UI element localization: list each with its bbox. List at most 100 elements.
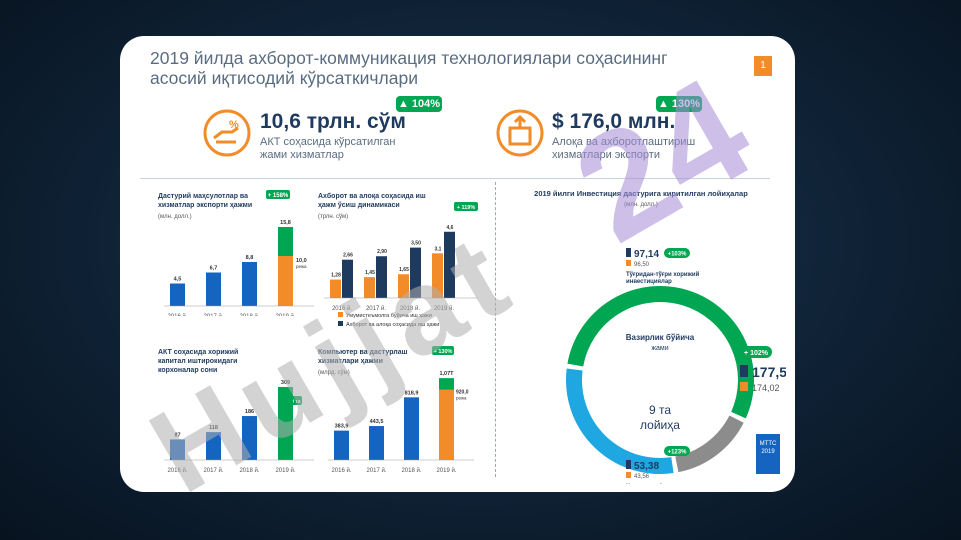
chart4-badge-bg: [432, 346, 454, 355]
donut-center-plan: 174,02: [752, 383, 780, 393]
chart1-plan-label: 10,0: [296, 258, 307, 264]
x-tick-label: 2019 й.: [436, 467, 456, 472]
kpi-services-label-2: жами хизматлар: [260, 149, 344, 161]
segment-plan-swatch: [626, 260, 631, 266]
donut-actual-swatch: [740, 365, 748, 377]
chart1-badge: + 158%: [268, 193, 289, 199]
export-box-icon: [496, 109, 544, 157]
chart3-bar: [206, 432, 221, 460]
kpi-export-value: $ 176,0 млн.: [552, 110, 676, 133]
x-tick-label: 2016 й.: [331, 467, 351, 472]
donut-center-label-1: Вазирлик бўйича: [626, 333, 695, 342]
x-tick-label: 2017 й.: [203, 467, 223, 472]
x-tick-label: 2017 й.: [366, 305, 386, 312]
chart4-badge: + 130%: [434, 349, 453, 355]
kpi-export-badge: ▲ 130%: [656, 96, 702, 112]
chart5-subtitle: (млн. долл.): [624, 202, 658, 208]
slide: 2019 йилда ахборот-коммуникация технолог…: [120, 36, 795, 492]
donut-center-badge: + 102%: [744, 350, 769, 357]
chart1-bar: [170, 283, 185, 306]
chart4-value-label: 443,5: [370, 419, 384, 425]
kpi-services-label-1: АКТ соҳасида кўрсатилган: [260, 136, 396, 148]
chart2-value-label: 1,28: [331, 273, 341, 279]
page-number: 1: [754, 56, 772, 76]
segment-name-line-2: инвестициялар: [626, 279, 672, 285]
chart3-title-line-0: АКТ соҳасида хорижий: [158, 348, 238, 356]
chart2-value-label: 4,6: [447, 225, 454, 231]
donut-center-label-2: жами: [651, 345, 668, 352]
segment-badge: +123%: [668, 450, 688, 456]
chart4-bar: [334, 430, 349, 460]
donut-center-actual: 177,50: [752, 364, 786, 380]
chart2-value-label: 1,65: [399, 267, 409, 273]
x-tick-label: 2018 й.: [239, 313, 259, 316]
segment-name-line-1: Тўғридан-тўғри хорижий: [626, 271, 700, 278]
chart4-title-line-0: Компьютер ва дастурлаш: [318, 349, 408, 356]
x-tick-label: 2016 й.: [167, 467, 187, 472]
chart2-bar-series-0: [398, 274, 409, 298]
chart2-badge-bg: [454, 202, 478, 211]
chart4-value-label: 818,9: [405, 390, 419, 396]
chart2-legend-swatch: [338, 321, 343, 326]
x-tick-label: 2019 й.: [275, 313, 295, 316]
chart4-value-label: 1,07Т: [439, 371, 454, 377]
chart2-legend-label: Ахборот ва алоқа соҳасида иш ҳажи: [346, 322, 439, 328]
segment-plan-swatch: [626, 472, 631, 478]
chart-investment-donut: 2019 йилги Инвестиция дастурига киритилг…: [534, 189, 786, 484]
chart3-value-label: 87: [174, 432, 180, 438]
donut-segment: [675, 415, 744, 473]
donut-segment: [567, 286, 754, 419]
segment-name-line-1: Ҳукумат кафолати остида: [626, 483, 704, 484]
chart2-badge: + 119%: [457, 205, 476, 211]
svg-text:%: %: [229, 119, 239, 131]
chart2-legend-swatch: [338, 312, 343, 317]
segment-actual: 53,38: [634, 461, 659, 472]
mtts-logo: МТТС 2019: [756, 434, 780, 474]
section-divider-horizontal: [140, 178, 770, 179]
chart2-bar-series-1: [342, 259, 353, 298]
chart1-badge-bg: [266, 190, 290, 199]
chart1-value-label: 15,8: [280, 220, 291, 226]
chart3-value-label: 118: [209, 425, 218, 431]
chart2-value-label: 3,1: [435, 246, 442, 252]
x-tick-label: 2016 й.: [167, 313, 187, 316]
chart4-bar: [404, 397, 419, 460]
x-tick-label: 2018 й.: [401, 467, 421, 472]
kpi-services-value: 10,6 трлн. сўм: [260, 110, 406, 133]
chart1-title-line-1: хизматлар экспорти ҳажми: [158, 202, 252, 209]
chart2-bar-series-0: [330, 279, 341, 298]
chart4-plan-suffix: режа: [456, 396, 467, 401]
money-hand-icon: %: [203, 109, 251, 157]
page-title: 2019 йилда ахборот-коммуникация технолог…: [150, 48, 668, 88]
chart1-value-label: 8,8: [246, 255, 254, 261]
chart3-value-label: 309: [281, 380, 290, 386]
chart2-value-label: 3,50: [411, 241, 421, 247]
donut-projects-line-2: лойиҳа: [640, 418, 680, 432]
chart2-bar-series-1: [444, 231, 455, 298]
x-tick-label: 2018 й.: [400, 305, 420, 312]
chart2-value-label: 2,66: [343, 253, 353, 259]
chart3-bar: [242, 416, 257, 460]
chart2-title-line-1: ҳажм ўсиш динамикаси: [318, 201, 400, 209]
kpi-export-label-1: Алоқа ва ахборотлаштириш: [552, 136, 696, 148]
chart1-plan-suffix: режа: [296, 264, 307, 269]
x-tick-label: 2018 й.: [239, 467, 259, 472]
chart3-badge: +70 та: [285, 399, 300, 405]
chart3-bar: [278, 386, 293, 460]
chart1-bar: [242, 262, 257, 306]
chart1-bar: [206, 272, 221, 306]
segment-plan: 43,56: [634, 474, 650, 480]
chart2-value-label: 2,90: [377, 249, 387, 255]
donut-plan-swatch: [740, 382, 748, 391]
chart2-legend-label: Умумистеъмолга бўйича иш ҳажи: [346, 312, 432, 319]
chart4-subtitle: (млрд. сўм): [318, 369, 350, 376]
chart2-title-line-0: Ахборот ва алоқа соҳасида иш: [318, 192, 426, 200]
chart2-bar-series-1: [410, 247, 421, 298]
segment-actual: 97,14: [634, 249, 659, 260]
chart1-bar-2019-plan: [278, 256, 293, 306]
chart2-value-label: 1,45: [365, 270, 375, 276]
chart1-value-label: 4,5: [174, 277, 182, 283]
segment-badge-bg: [664, 446, 690, 456]
donut-center-badge-bg: [740, 346, 772, 358]
